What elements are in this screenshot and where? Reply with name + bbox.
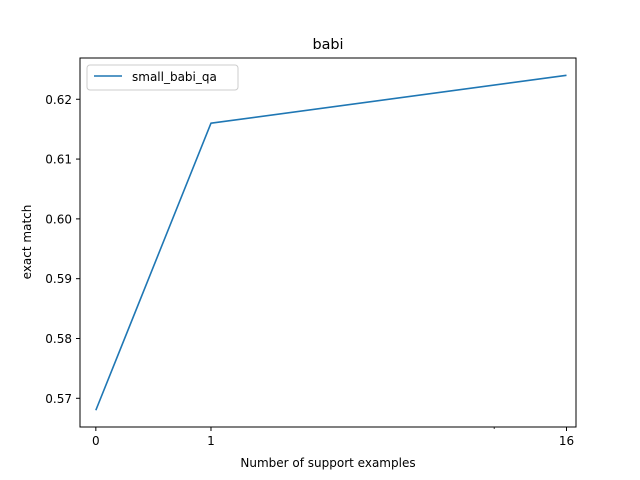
chart-title: babi xyxy=(312,37,343,53)
series-line xyxy=(95,74,567,411)
y-axis-label: exact match xyxy=(20,205,34,280)
y-tick-label: 0.57 xyxy=(45,392,72,406)
legend-box xyxy=(86,64,239,91)
legend: small_babi_qa xyxy=(86,64,239,91)
y-tick-label: 0.59 xyxy=(45,272,72,286)
plot-area-frame xyxy=(79,57,577,428)
x-axis-label: Number of support examples xyxy=(240,456,415,470)
y-tick-label: 0.62 xyxy=(45,93,72,107)
x-tick-label: 1 xyxy=(207,434,215,448)
series-layer xyxy=(95,74,567,411)
y-tick-label: 0.58 xyxy=(45,332,72,346)
y-tick-label: 0.60 xyxy=(45,212,72,226)
x-tick-label: 16 xyxy=(559,434,574,448)
y-tick-label: 0.61 xyxy=(45,153,72,167)
y-axis-ticks: 0.57 0.58 0.59 0.60 0.61 0.62 xyxy=(45,93,80,406)
legend-label: small_babi_qa xyxy=(132,70,217,84)
x-tick-label: 0 xyxy=(92,434,100,448)
